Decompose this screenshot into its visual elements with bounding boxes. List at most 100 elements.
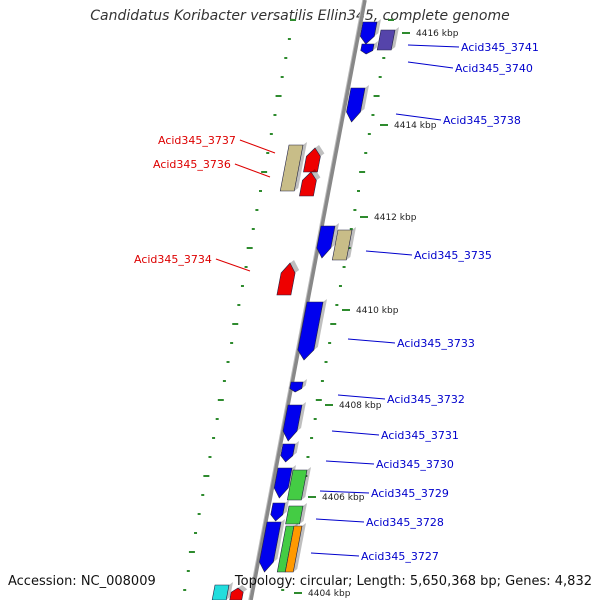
gene-red-bottom-body[interactable] bbox=[229, 587, 244, 600]
gene-3727[interactable] bbox=[259, 519, 285, 573]
gene-3728b-shade bbox=[299, 503, 307, 524]
gene-3730-shade bbox=[292, 441, 299, 456]
gene-label[interactable]: Acid345_3729 bbox=[371, 487, 449, 500]
gene-label[interactable]: Acid345_3741 bbox=[461, 41, 539, 54]
gene-3735b-body[interactable] bbox=[331, 229, 353, 261]
leader-line bbox=[319, 490, 370, 494]
leader-line bbox=[315, 518, 365, 523]
gene-3741-body[interactable] bbox=[359, 21, 378, 45]
gene-3730[interactable] bbox=[280, 441, 299, 463]
gene-labels[interactable]: Acid345_3741 Acid345_3740 Acid345_3738 Acid… bbox=[134, 41, 539, 563]
gene-label[interactable]: Acid345_3730 bbox=[376, 458, 454, 471]
ruler-label: 4414 kbp bbox=[394, 121, 437, 131]
gene-3729b[interactable] bbox=[286, 467, 311, 501]
gene-3730-body[interactable] bbox=[280, 443, 296, 463]
gene-label[interactable]: Acid345_3737 bbox=[158, 134, 236, 147]
leader-line bbox=[407, 44, 460, 48]
gene-3736-shade bbox=[311, 169, 321, 181]
gene-3740-body[interactable] bbox=[376, 29, 396, 51]
gene-3734-body[interactable] bbox=[276, 262, 296, 296]
gene-label[interactable]: Acid345_3732 bbox=[387, 393, 465, 406]
gene-3735a[interactable] bbox=[316, 223, 339, 259]
gene-cyan-body[interactable] bbox=[211, 584, 230, 600]
genome-backbone bbox=[248, 0, 367, 600]
leader-line bbox=[365, 250, 413, 256]
gene-3741-shade bbox=[374, 19, 381, 37]
gene-3735b[interactable] bbox=[331, 227, 356, 261]
gene-3734[interactable] bbox=[276, 260, 300, 296]
gene-3727-body[interactable] bbox=[259, 521, 282, 573]
gene-3735b-shade bbox=[346, 227, 356, 260]
gene-3728b[interactable] bbox=[285, 503, 307, 525]
ruler-label: 4410 kbp bbox=[356, 306, 399, 316]
gene-3728b-body[interactable] bbox=[285, 505, 304, 525]
gene-3729-body[interactable] bbox=[273, 467, 293, 499]
gene-label[interactable]: Acid345_3734 bbox=[134, 253, 212, 266]
gene-3739-body[interactable] bbox=[360, 43, 375, 55]
gene-3728[interactable] bbox=[270, 500, 289, 522]
leader-line bbox=[337, 394, 386, 400]
gene-3737[interactable] bbox=[279, 142, 307, 192]
gene-cyan[interactable] bbox=[211, 582, 233, 600]
leader-line bbox=[347, 338, 396, 344]
gene-3737-shade bbox=[294, 142, 307, 191]
accession-text: Accession: NC_008009 bbox=[8, 574, 156, 589]
gene-label[interactable]: Acid345_3738 bbox=[443, 114, 521, 127]
leader-line bbox=[395, 113, 442, 121]
genome-summary-text: Topology: circular; Length: 5,650,368 bp… bbox=[234, 574, 592, 589]
gene-3733-shade bbox=[313, 299, 327, 350]
gene-3737b-body[interactable] bbox=[303, 147, 321, 173]
label-leader-lines bbox=[215, 44, 460, 557]
leader-line bbox=[331, 430, 380, 436]
ruler-label: 4406 kbp bbox=[322, 493, 365, 503]
leader-line bbox=[325, 460, 375, 465]
gene-3738[interactable] bbox=[346, 85, 369, 123]
gene-3729b-body[interactable] bbox=[286, 469, 308, 501]
gene-3741[interactable] bbox=[359, 19, 381, 45]
gene-3736[interactable] bbox=[299, 169, 321, 197]
gene-3728-body[interactable] bbox=[270, 502, 286, 522]
gene-label[interactable]: Acid345_3733 bbox=[397, 337, 475, 350]
gene-3731[interactable] bbox=[282, 402, 306, 442]
gene-3731-body[interactable] bbox=[282, 404, 303, 442]
gene-3733-body[interactable] bbox=[297, 301, 324, 361]
gene-3733[interactable] bbox=[297, 299, 327, 361]
gene-3727c-shade bbox=[293, 523, 306, 572]
ruler-label: 4404 kbp bbox=[308, 589, 351, 599]
gene-label[interactable]: Acid345_3728 bbox=[366, 516, 444, 529]
gene-3739-shade bbox=[372, 41, 378, 51]
backbone-line bbox=[248, 0, 367, 600]
gene-label[interactable]: Acid345_3736 bbox=[153, 158, 231, 171]
gene-3739[interactable] bbox=[360, 41, 378, 55]
leader-line bbox=[407, 61, 454, 69]
map-title: Candidatus Koribacter versatilis Ellin34… bbox=[90, 8, 510, 24]
gene-3737b[interactable] bbox=[303, 145, 325, 173]
ruler-label: 4408 kbp bbox=[339, 401, 382, 411]
ruler-label: 4412 kbp bbox=[374, 213, 417, 223]
gene-3727c[interactable] bbox=[284, 523, 306, 573]
gene-features[interactable] bbox=[211, 19, 399, 600]
gene-3729b-shade bbox=[301, 467, 311, 500]
gene-label[interactable]: Acid345_3735 bbox=[414, 249, 492, 262]
gene-3738-body[interactable] bbox=[346, 87, 366, 123]
gene-label[interactable]: Acid345_3727 bbox=[361, 550, 439, 563]
gene-3734-shade bbox=[290, 260, 300, 273]
gene-3735a-body[interactable] bbox=[316, 225, 336, 259]
gene-label[interactable]: Acid345_3740 bbox=[455, 62, 533, 75]
gene-red-bottom[interactable] bbox=[229, 585, 248, 600]
gene-3735a-shade bbox=[330, 223, 339, 248]
gene-3740[interactable] bbox=[376, 27, 399, 51]
gene-3736-body[interactable] bbox=[299, 171, 317, 197]
gene-red-bottom-shade bbox=[238, 585, 248, 593]
gene-3728-shade bbox=[282, 500, 289, 515]
gene-3727c-body[interactable] bbox=[284, 525, 303, 573]
gene-label[interactable]: Acid345_3731 bbox=[381, 429, 459, 442]
gene-3737b-shade bbox=[315, 145, 325, 157]
ruler-label: 4416 kbp bbox=[416, 29, 459, 39]
gene-3732[interactable] bbox=[289, 379, 307, 393]
gene-3738-shade bbox=[360, 85, 369, 112]
gene-3737-body[interactable] bbox=[279, 144, 304, 192]
gene-3727-shade bbox=[273, 519, 285, 562]
gene-3732-body[interactable] bbox=[289, 381, 304, 393]
